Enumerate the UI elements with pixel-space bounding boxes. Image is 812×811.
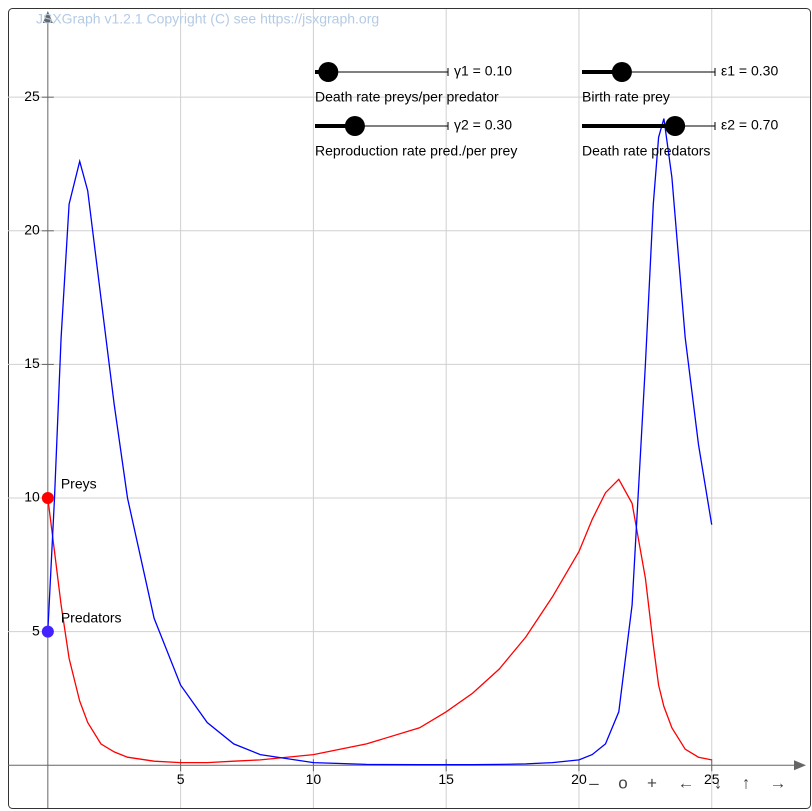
nav-button[interactable]: o — [618, 773, 627, 792]
point[interactable] — [41, 625, 54, 638]
x-axis-arrow — [794, 760, 806, 771]
y-tick-label: 20 — [24, 221, 40, 237]
slider-label: γ1 = 0.10 — [454, 63, 512, 79]
slider-label: ε2 = 0.70 — [721, 117, 778, 133]
y-tick-label: 15 — [24, 355, 40, 371]
slider-knob[interactable] — [344, 116, 365, 136]
y-tick-label: 10 — [24, 489, 40, 505]
point[interactable] — [41, 492, 54, 505]
slider-knob[interactable] — [665, 116, 686, 136]
y-tick-label: 25 — [24, 88, 40, 104]
nav-button[interactable]: ← — [678, 773, 695, 792]
x-tick-label: 5 — [177, 771, 185, 787]
copyright: JSXGraph v1.2.1 Copyright (C) see https:… — [36, 11, 379, 27]
slider-knob[interactable] — [318, 62, 339, 82]
slider-knob[interactable] — [611, 62, 632, 82]
curve — [47, 478, 712, 764]
slider-description: Birth rate prey — [582, 89, 670, 105]
nav-button[interactable]: ↓ — [714, 773, 723, 792]
slider-label: ε1 = 0.30 — [721, 63, 778, 79]
slider-label: γ2 = 0.30 — [454, 117, 512, 133]
curve — [47, 118, 713, 766]
nav-button[interactable]: → — [770, 773, 787, 792]
nav-button[interactable]: ↑ — [742, 773, 751, 792]
board-frame — [8, 8, 811, 809]
point-label: Preys — [61, 476, 97, 492]
slider-description: Death rate preys/per predator — [315, 89, 499, 105]
slider-description: Reproduction rate pred./per prey — [315, 143, 517, 159]
x-tick-label: 25 — [704, 771, 720, 787]
point-label: Predators — [61, 609, 122, 625]
x-tick-label: 20 — [571, 771, 587, 787]
nav-button[interactable]: + — [647, 773, 657, 792]
slider-description: Death rate predators — [582, 143, 710, 159]
y-tick-label: 5 — [32, 622, 40, 638]
x-tick-label: 15 — [438, 771, 454, 787]
nav-button[interactable]: – — [589, 773, 599, 792]
x-tick-label: 10 — [306, 771, 322, 787]
y-axis-arrow — [42, 11, 53, 23]
